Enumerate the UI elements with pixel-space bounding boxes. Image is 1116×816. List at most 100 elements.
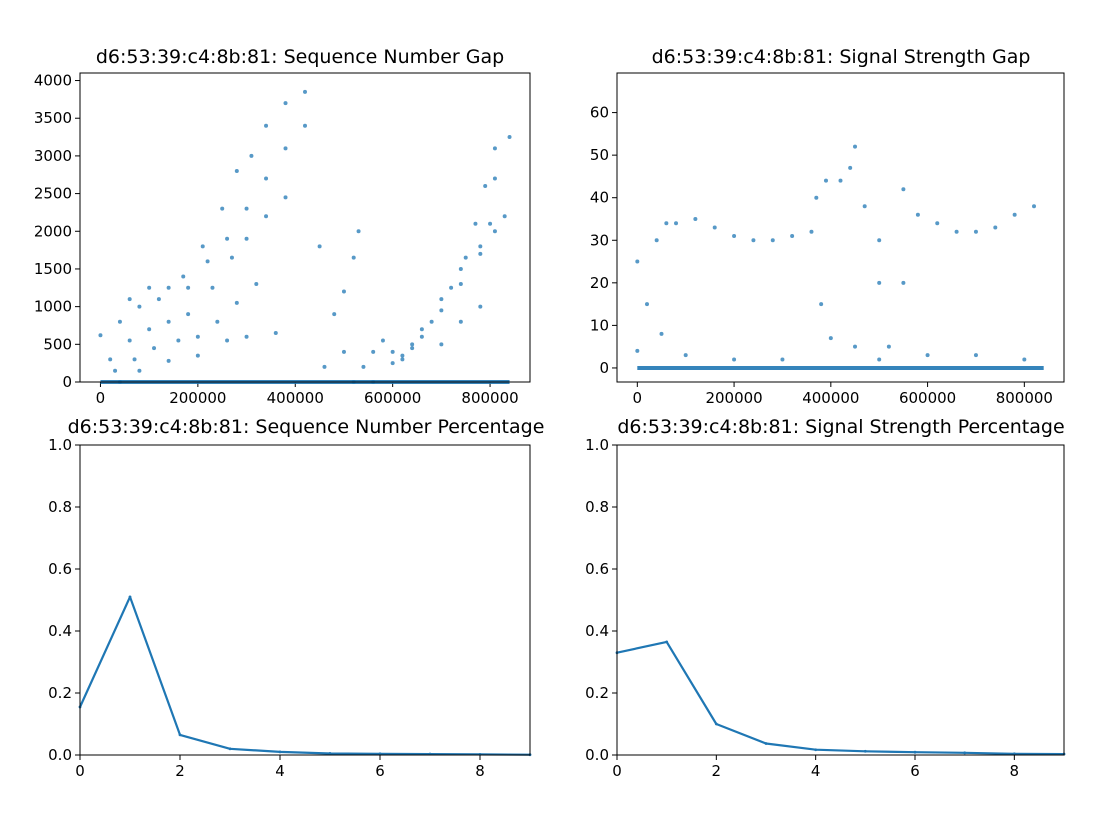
- seq-gap-point: [390, 349, 395, 354]
- seq-gap-point: [137, 304, 142, 309]
- seq-gap-series-cluster-e: [439, 135, 512, 347]
- seq-gap-point: [429, 319, 434, 324]
- sig-pct-xtick-label: 6: [910, 762, 920, 780]
- sig-gap-point: [901, 280, 906, 285]
- seq-gap-point: [303, 89, 307, 94]
- seq-gap-xtick-label: 600000: [364, 389, 421, 407]
- seq-gap-point: [410, 346, 415, 351]
- sig-pct-ytick-label: 1.0: [585, 436, 609, 454]
- seq-gap-series-trend-c: [113, 282, 259, 373]
- sig-gap-point: [712, 225, 717, 230]
- sig-gap-point: [732, 234, 737, 239]
- seq-gap-point: [195, 334, 200, 339]
- sig-gap-point: [732, 357, 737, 362]
- sig-gap-point: [828, 336, 833, 341]
- seq-gap-point: [229, 255, 234, 260]
- seq-gap-ytick-label: 2000: [34, 222, 72, 240]
- sig-gap-point: [644, 302, 649, 307]
- sig-gap-ytick-label: 40: [590, 189, 609, 207]
- sig-gap-xtick-label: 0: [633, 389, 643, 407]
- sig-gap-point: [751, 238, 756, 243]
- seq-gap-series-trend-e: [117, 331, 278, 384]
- seq-gap-point: [361, 364, 366, 369]
- sig-pct-ytick-label: 0.8: [585, 498, 609, 516]
- sig-gap-point: [780, 357, 785, 362]
- seq-pct-xtick-label: 8: [475, 762, 485, 780]
- seq-gap-point: [195, 353, 200, 358]
- seq-gap-point: [225, 236, 230, 241]
- seq-gap-series-trend-a: [98, 123, 307, 338]
- seq-gap-point: [492, 176, 497, 181]
- seq-pct-xtick-label: 0: [75, 762, 85, 780]
- seq-pct-xtick-label: 4: [275, 762, 285, 780]
- seq-gap-ytick-label: 1500: [34, 260, 72, 278]
- seq-gap-point: [166, 285, 171, 290]
- seq-gap-point: [492, 229, 497, 234]
- seq-gap-point: [332, 312, 337, 317]
- sig-pct-ytick-label: 0.2: [585, 684, 609, 702]
- seq-pct-vertex: [178, 733, 182, 737]
- seq-pct-ytick-label: 0.6: [48, 560, 72, 578]
- sig-gap-point: [886, 344, 891, 349]
- seq-pct-vertex: [128, 595, 132, 599]
- seq-gap-point: [225, 338, 230, 343]
- seq-gap-ytick-label: 3500: [34, 109, 72, 127]
- seq-gap-ytick-label: 4000: [34, 72, 72, 90]
- seq-gap-point: [210, 285, 215, 290]
- sig-gap-point: [1012, 212, 1017, 217]
- seq-pct-ytick-label: 0.2: [48, 684, 72, 702]
- seq-gap-point: [478, 251, 483, 256]
- sig-pct-ytick-label: 0.6: [585, 560, 609, 578]
- seq-gap-point: [283, 195, 288, 200]
- seq-gap-point: [419, 334, 424, 339]
- seq-gap-series-cluster-d: [317, 229, 361, 369]
- seq-gap-point: [234, 168, 239, 173]
- sig-gap-point: [915, 212, 920, 217]
- seq-gap-point: [488, 221, 493, 226]
- sig-gap-point: [770, 238, 775, 243]
- seq-gap-point: [108, 357, 113, 362]
- sig-gap-ytick-label: 20: [590, 274, 609, 292]
- signal-strength-gap-axes-frame: [616, 72, 1065, 383]
- sig-gap-point: [674, 221, 679, 226]
- signal-strength-percentage-axes-frame: [616, 444, 1065, 756]
- panel-signal-strength-percentage: d6:53:39:c4:8b:81: Signal Strength Perce…: [585, 416, 1066, 780]
- seq-gap-point: [478, 304, 483, 309]
- seq-gap-point: [264, 123, 269, 128]
- sig-gap-point: [877, 357, 882, 362]
- sig-gap-series-low-band: [635, 331, 1027, 362]
- sequence-number-gap-axes-frame: [79, 72, 531, 383]
- signal-strength-percentage-title: d6:53:39:c4:8b:81: Signal Strength Perce…: [617, 416, 1064, 438]
- seq-gap-point: [127, 338, 132, 343]
- sig-gap-point: [877, 238, 882, 243]
- seq-gap-point: [303, 123, 307, 128]
- seq-gap-ytick-label: 3000: [34, 147, 72, 165]
- seq-gap-point: [341, 349, 346, 354]
- seq-gap-point: [244, 236, 249, 241]
- sig-pct-ytick-label: 0.0: [585, 746, 609, 764]
- panel-sequence-number-percentage: d6:53:39:c4:8b:81: Sequence Number Perce…: [48, 416, 544, 780]
- sig-pct-xtick-label: 0: [612, 762, 622, 780]
- seq-gap-point: [449, 285, 454, 290]
- sig-gap-series-transition: [635, 221, 906, 349]
- sig-pct-vertex: [665, 640, 669, 644]
- seq-pct-line: [78, 595, 531, 756]
- seq-gap-point: [205, 259, 210, 264]
- sig-gap-point: [935, 221, 940, 226]
- seq-gap-point: [117, 319, 122, 324]
- panel-signal-strength-gap: d6:53:39:c4:8b:81: Signal Strength Gap 0…: [590, 46, 1065, 407]
- sig-gap-point: [823, 178, 828, 183]
- seq-gap-point: [419, 327, 424, 332]
- seq-pct-vertex: [328, 752, 332, 755]
- seq-gap-series-trend-b: [108, 195, 288, 362]
- seq-gap-point: [322, 364, 327, 369]
- sig-gap-xtick-label: 800000: [996, 389, 1053, 407]
- seq-gap-point: [410, 342, 415, 347]
- sig-pct-vertex: [764, 742, 768, 745]
- seq-gap-point: [371, 349, 376, 354]
- sig-gap-ytick-label: 30: [590, 231, 609, 249]
- seq-gap-point: [400, 357, 405, 362]
- sig-gap-point: [862, 204, 867, 209]
